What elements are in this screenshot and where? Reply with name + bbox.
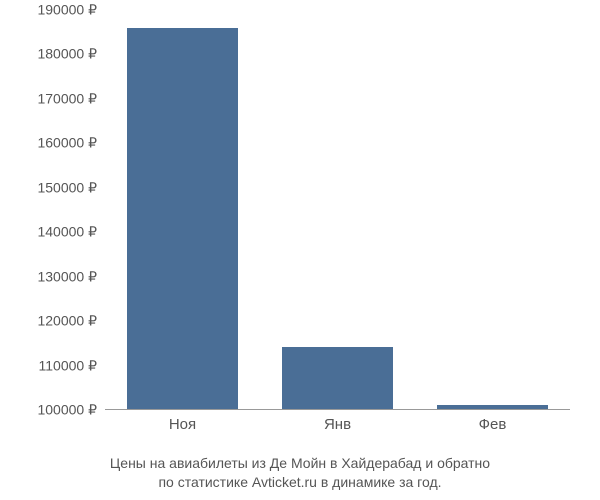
y-tick-label: 130000 ₽ [37,268,97,285]
price-chart: 100000 ₽ 110000 ₽ 120000 ₽ 130000 ₽ 140000 ₽… [10,10,590,440]
y-tick-label: 110000 ₽ [39,357,97,374]
y-axis: 100000 ₽110000 ₽120000 ₽130000 ₽140000 ₽… [10,10,105,410]
x-tick-label: Ноя [169,416,196,433]
caption-line-1: Цены на авиабилеты из Де Мойн в Хайдераб… [0,454,600,473]
bar [437,405,549,409]
y-tick-label: 140000 ₽ [37,224,97,241]
y-tick-label: 150000 ₽ [37,179,97,196]
y-tick-label: 190000 ₽ [37,2,97,19]
y-tick-label: 180000 ₽ [37,46,97,63]
y-tick-label: 100000 ₽ [37,402,97,419]
y-tick-label: 170000 ₽ [37,90,97,107]
x-tick-label: Янв [324,416,351,433]
x-tick-label: Фев [479,416,507,433]
y-tick-label: 120000 ₽ [37,313,97,330]
bar [282,347,394,409]
caption-line-2: по статистике Avticket.ru в динамике за … [0,473,600,492]
bar [127,28,239,409]
y-tick-label: 160000 ₽ [37,135,97,152]
chart-caption: Цены на авиабилеты из Де Мойн в Хайдераб… [0,454,600,492]
plot-area [105,10,570,410]
x-axis: Ноя Янв Фев [105,410,570,440]
